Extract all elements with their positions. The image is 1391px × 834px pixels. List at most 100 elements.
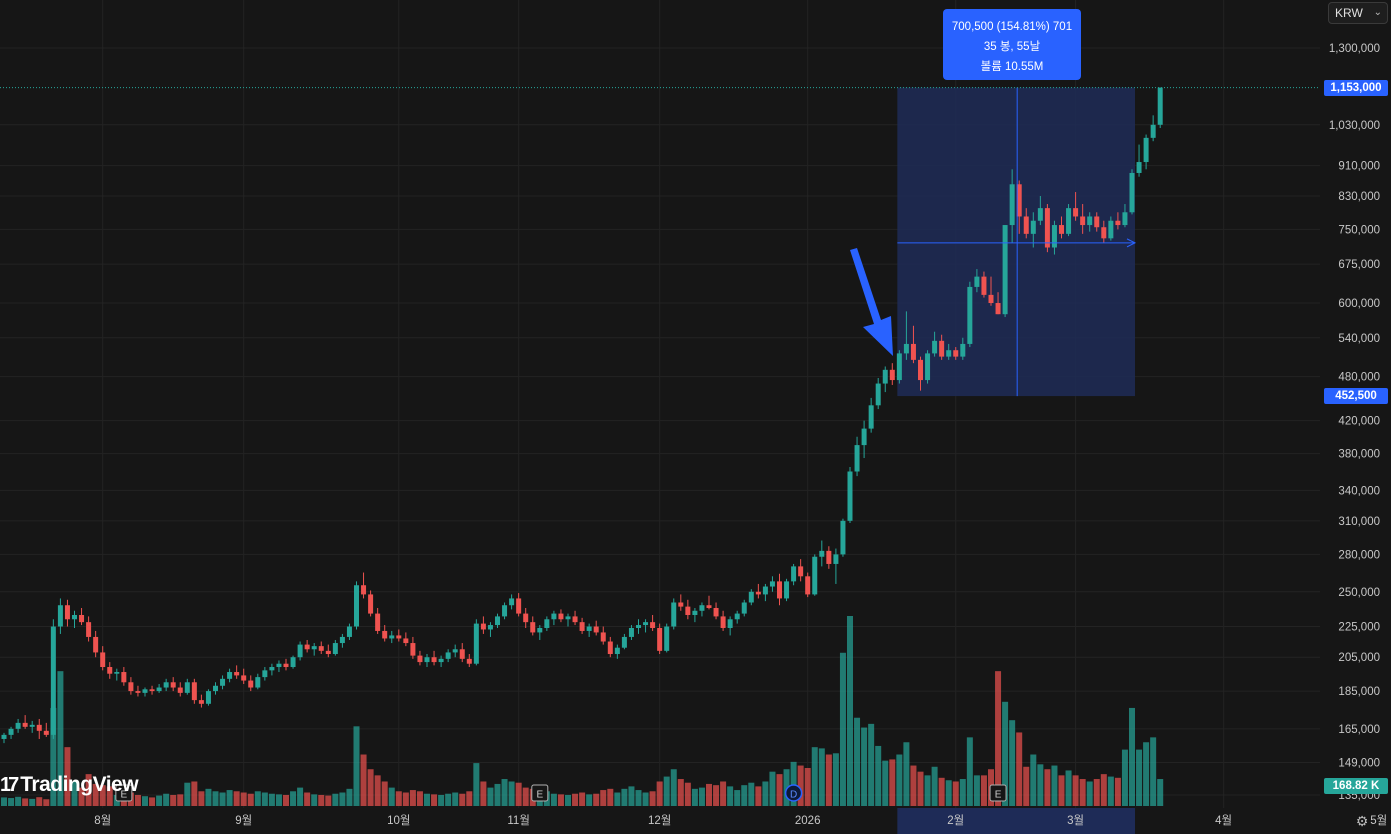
candle-body [283, 663, 289, 668]
volume-bar [706, 783, 712, 806]
tradingview-logo[interactable]: 17 TradingView [0, 772, 139, 798]
volume-bar [952, 781, 959, 806]
volume-bar [586, 794, 593, 806]
candle-body [868, 405, 874, 429]
price-axis-tick-label: 420,000 [1338, 416, 1380, 428]
currency-selector[interactable]: KRW ⌄ [1328, 2, 1388, 24]
volume-bar [607, 788, 614, 806]
volume-bar [691, 788, 698, 806]
price-axis-tick-label: 830,000 [1338, 191, 1380, 203]
measure-volume-text: 볼륨 10.55M [980, 61, 1044, 73]
candle-body [798, 566, 804, 577]
event-marker-label: E [121, 790, 128, 801]
volume-bar [825, 754, 832, 806]
volume-bar [367, 769, 374, 806]
measure-arrowhead [1126, 238, 1137, 248]
volume-bar [790, 761, 797, 806]
candle-body [896, 353, 902, 381]
candle-body [840, 520, 846, 555]
volume-bar [832, 753, 839, 806]
candle-body [960, 343, 966, 357]
candle-body [198, 700, 204, 704]
candle-body [685, 606, 691, 615]
candle-body [57, 605, 63, 627]
candle-body [1016, 184, 1022, 217]
grid-lines [0, 0, 1380, 808]
volume-bar [247, 793, 254, 806]
price-axis-tick-label: 310,000 [1338, 516, 1380, 528]
volume-bar [1030, 754, 1037, 806]
candle-body [205, 691, 211, 704]
candle-body [544, 619, 550, 628]
candle-body [480, 623, 486, 630]
volume-bar [219, 792, 226, 806]
volume-bar [184, 782, 191, 806]
volume-bar [1044, 769, 1051, 806]
candle-body [227, 672, 233, 679]
volume-bar [445, 793, 452, 806]
volume-bar [156, 795, 163, 806]
volume-bar [734, 790, 741, 806]
volume-bar [1023, 766, 1030, 806]
volume-bar [64, 747, 71, 806]
candle-body [939, 340, 945, 357]
volume-bar [1121, 749, 1128, 806]
volume-bar [924, 775, 931, 806]
volume-bar [36, 797, 43, 806]
candle-body [255, 677, 261, 688]
candle-body [678, 602, 684, 607]
candle-body [784, 581, 790, 599]
candle-body [142, 689, 148, 693]
candle-body [974, 276, 980, 287]
candle-body [417, 655, 423, 663]
candle-body [523, 613, 529, 623]
candle-body [8, 728, 14, 735]
volume-bar [71, 781, 78, 806]
volume-bar [1002, 701, 1009, 806]
volume-bar [198, 791, 205, 806]
volume-bar [1016, 732, 1023, 806]
candle-body [713, 607, 719, 617]
candle-body [220, 678, 226, 686]
candle-body [1115, 220, 1121, 226]
time-axis-tick-label: 3월 [1067, 814, 1084, 827]
candle-body [191, 682, 197, 701]
candle-body [163, 682, 169, 688]
candle-body [882, 369, 888, 384]
candle-body [643, 622, 649, 626]
price-axis-tick-label: 165,000 [1338, 724, 1380, 736]
candle-body [791, 566, 797, 582]
candle-body [826, 550, 832, 564]
candle-body [614, 647, 620, 655]
volume-bar [839, 652, 846, 806]
time-axis-highlight [897, 808, 1135, 834]
price-axis-tick-label: 250,000 [1338, 587, 1380, 599]
volume-bar [402, 792, 409, 806]
last-price-badge: 1,153,000 [1324, 79, 1388, 96]
candle-body [671, 602, 677, 627]
volume-bar [388, 787, 395, 806]
time-axis-tick-label: 5월 [1370, 814, 1387, 827]
price-axis-tick-label: 280,000 [1338, 549, 1380, 561]
volume-bar [776, 774, 783, 806]
price-axis-tick-label: 910,000 [1338, 161, 1380, 173]
candle-body [847, 471, 853, 521]
candle-body [854, 445, 860, 472]
candle-body [1037, 208, 1043, 221]
volume-bar [741, 785, 748, 806]
candlesticks[interactable] [1, 87, 1163, 744]
candle-body [403, 638, 409, 644]
time-axis[interactable]: 8월 9월 10월 11월 12월 2026 2월 3월 4월 5월 [94, 808, 1387, 834]
volume-bar [212, 791, 219, 806]
candle-body [910, 343, 916, 360]
candle-body [621, 636, 627, 648]
candle-body [889, 369, 895, 381]
settings-gear-icon[interactable]: ⚙ [1355, 813, 1369, 829]
volume-bar [240, 792, 247, 806]
volume-bar [579, 792, 586, 806]
volume-bar [452, 792, 459, 806]
annotation-arrow [850, 248, 893, 356]
candle-body [636, 625, 641, 628]
